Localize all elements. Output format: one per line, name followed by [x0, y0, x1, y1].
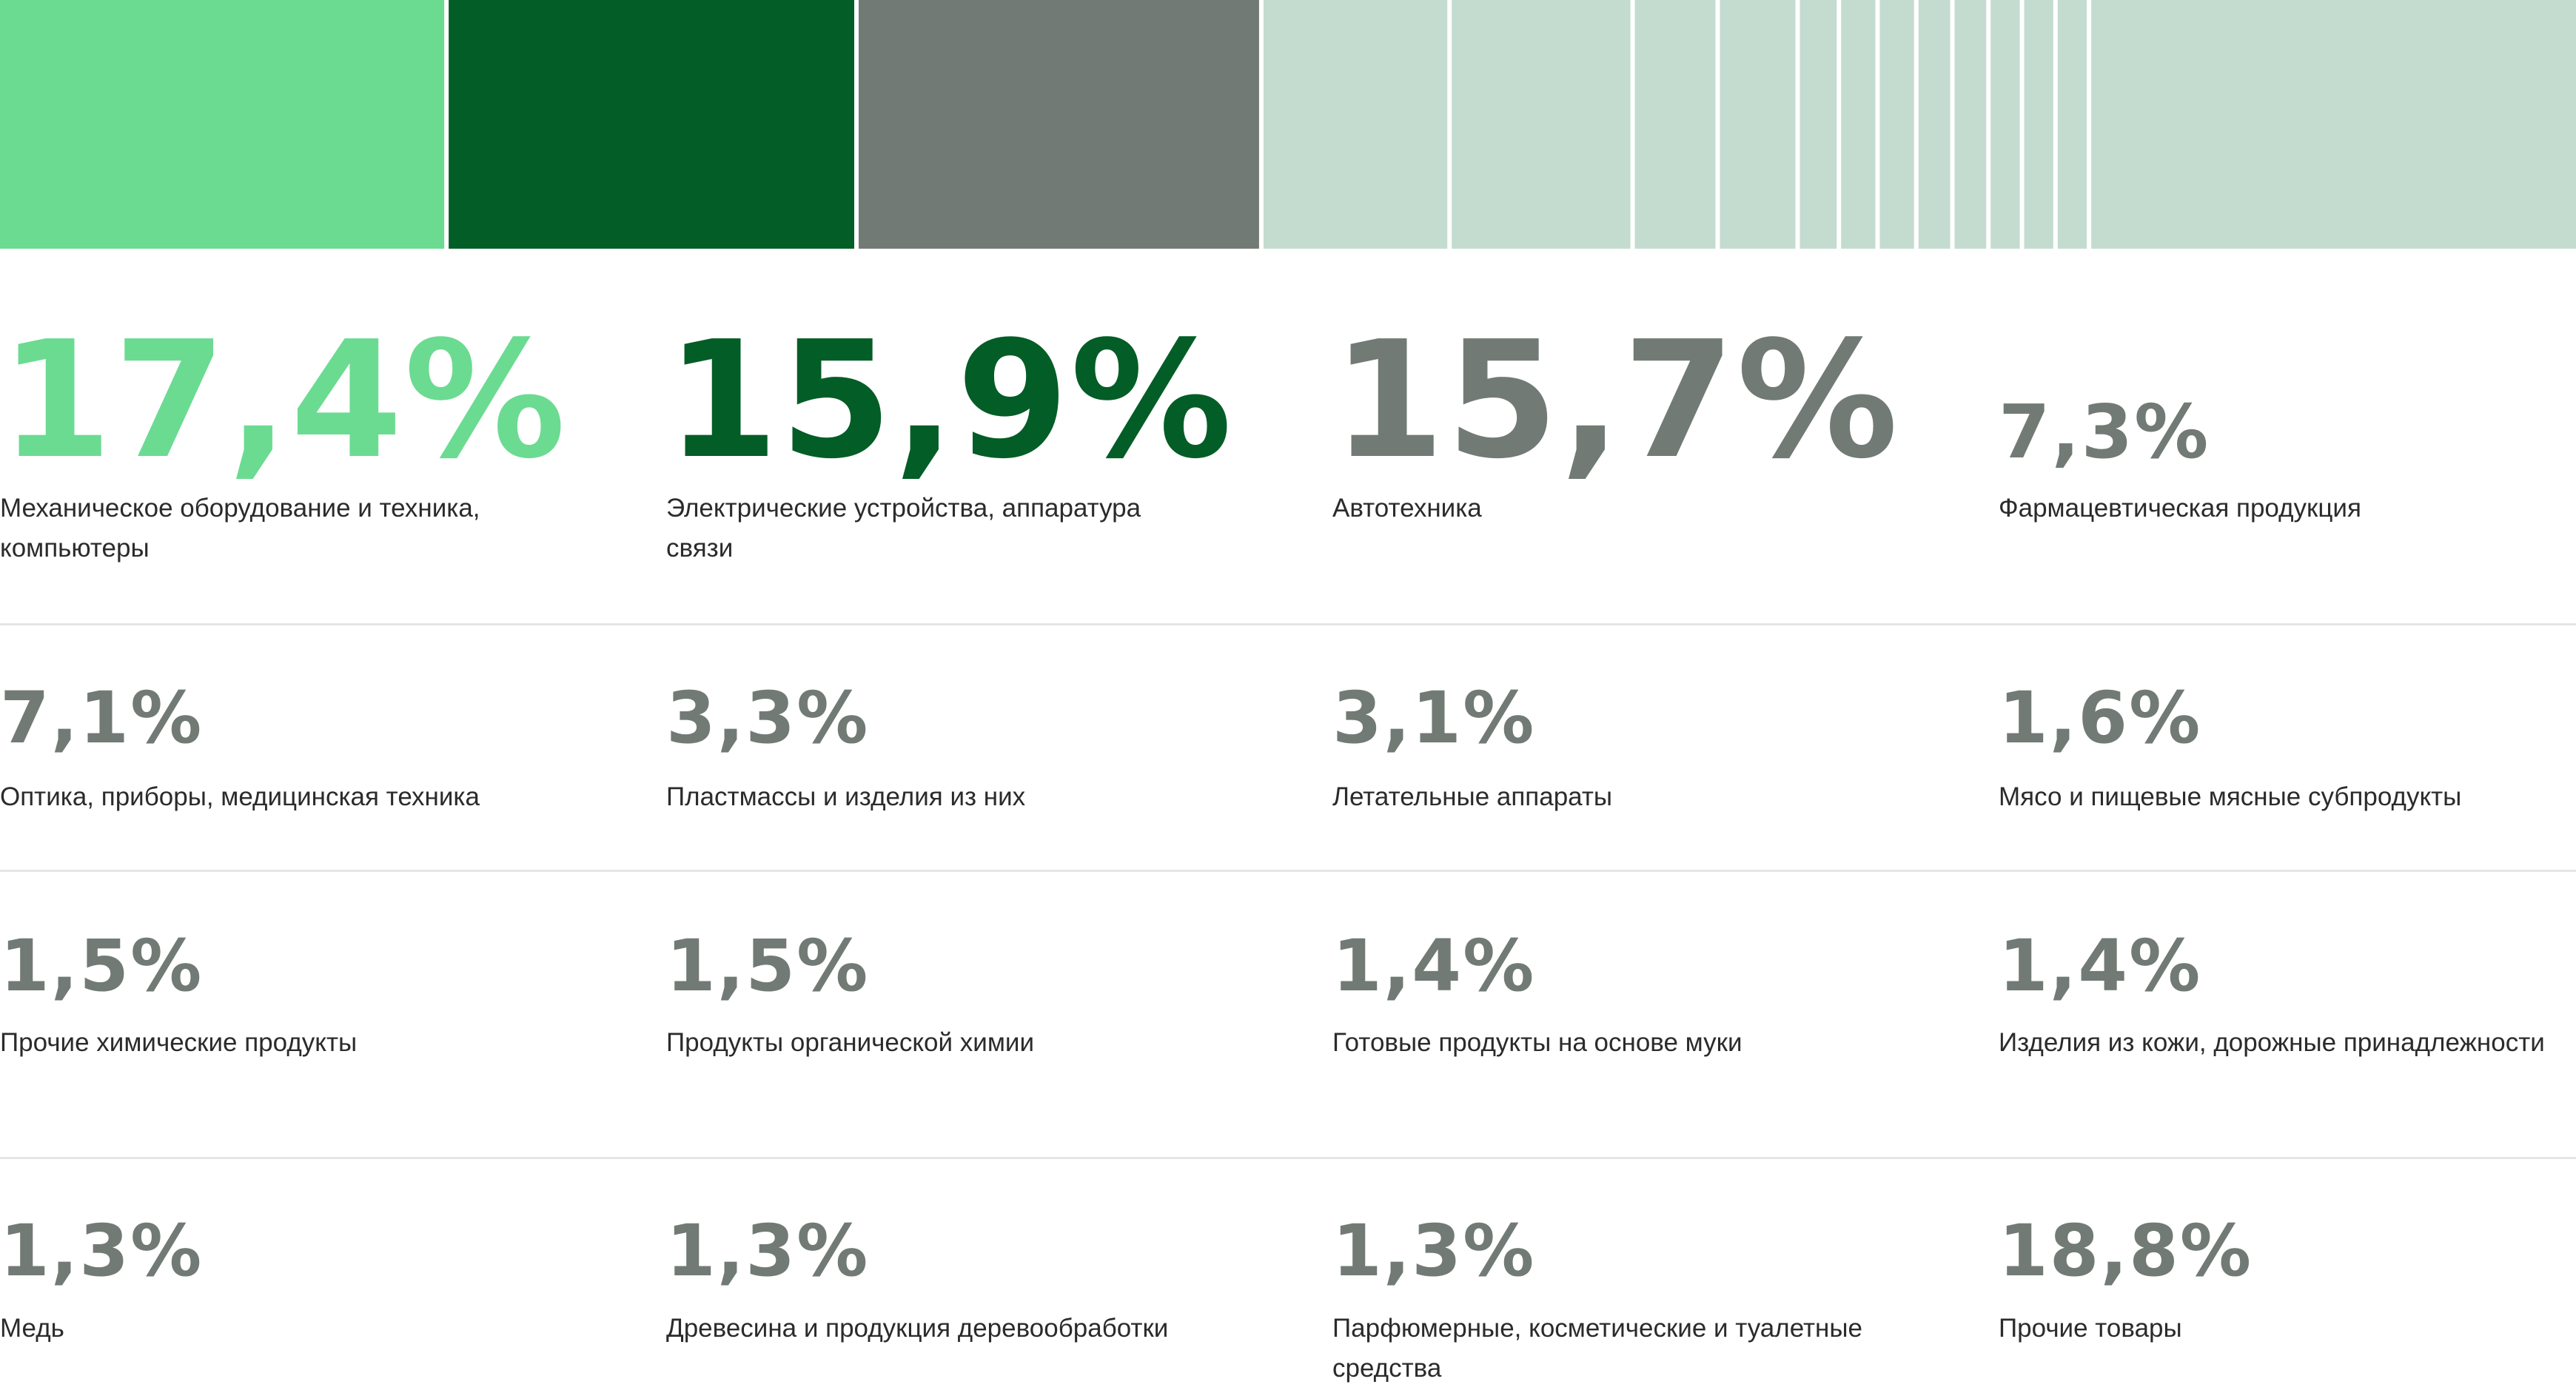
percent-value: 15,7% [1332, 306, 1900, 494]
category-label: Древесина и продукция деревообработки [666, 1314, 1169, 1343]
category-label: Медь [0, 1314, 64, 1343]
bar-segment [2024, 0, 2053, 249]
category-label: Пластмассы и изделия из них [666, 782, 1026, 811]
category-label: Механическое оборудование и техника, ком… [0, 494, 480, 563]
row-divider [0, 870, 2576, 872]
stacked-share-bar [0, 0, 2576, 249]
bar-segment [1634, 0, 1716, 249]
percent-value: 7,1% [0, 677, 204, 760]
bar-segment [1452, 0, 1631, 249]
percent-value: 1,3% [666, 1209, 870, 1293]
category-label: Оптика, приборы, медицинская техника [0, 782, 480, 811]
bar-segment [859, 0, 1259, 249]
percent-value: 7,3% [1999, 389, 2210, 475]
category-label: Прочие химические продукты [0, 1028, 358, 1057]
bar-segment [1841, 0, 1876, 249]
bar-segment [1799, 0, 1837, 249]
percent-value: 1,5% [0, 924, 204, 1008]
bar-segment [2091, 0, 2576, 249]
percent-value: 3,3% [666, 677, 870, 760]
percent-value: 1,3% [0, 1209, 204, 1293]
bar-segment [1954, 0, 1987, 249]
percent-value: 1,4% [1332, 924, 1536, 1008]
percent-value: 1,6% [1999, 677, 2202, 760]
category-label: Парфюмерные, косметические и туалетные с… [1332, 1314, 1862, 1383]
category-label: Прочие товары [1999, 1314, 2182, 1343]
category-label: Мясо и пищевые мясные субпродукты [1999, 782, 2462, 811]
bar-segment [1918, 0, 1951, 249]
percent-value: 15,9% [666, 306, 1234, 494]
row-divider [0, 1157, 2576, 1159]
category-label: Изделия из кожи, дорожные принадлежности [1999, 1028, 2545, 1057]
percent-value: 1,3% [1332, 1209, 1536, 1293]
bar-segment [2057, 0, 2087, 249]
percent-value: 3,1% [1332, 677, 1536, 760]
category-label: Фармацевтическая продукция [1999, 494, 2361, 523]
bar-segment [1720, 0, 1796, 249]
category-label: Электрические устройства, аппаратура свя… [666, 494, 1141, 563]
percent-value: 17,4% [0, 306, 568, 494]
bar-segment [449, 0, 854, 249]
category-label: Продукты органической химии [666, 1028, 1034, 1057]
category-label: Автотехника [1332, 494, 1482, 523]
percent-value: 1,5% [666, 924, 870, 1008]
bar-segment [1990, 0, 2020, 249]
bar-segment [1263, 0, 1448, 249]
percent-value: 18,8% [1999, 1209, 2253, 1293]
percent-value: 1,4% [1999, 924, 2202, 1008]
bar-segment [1879, 0, 1914, 249]
bar-segment [0, 0, 445, 249]
category-label: Летательные аппараты [1332, 782, 1613, 811]
category-label: Готовые продукты на основе муки [1332, 1028, 1743, 1057]
row-divider [0, 623, 2576, 625]
